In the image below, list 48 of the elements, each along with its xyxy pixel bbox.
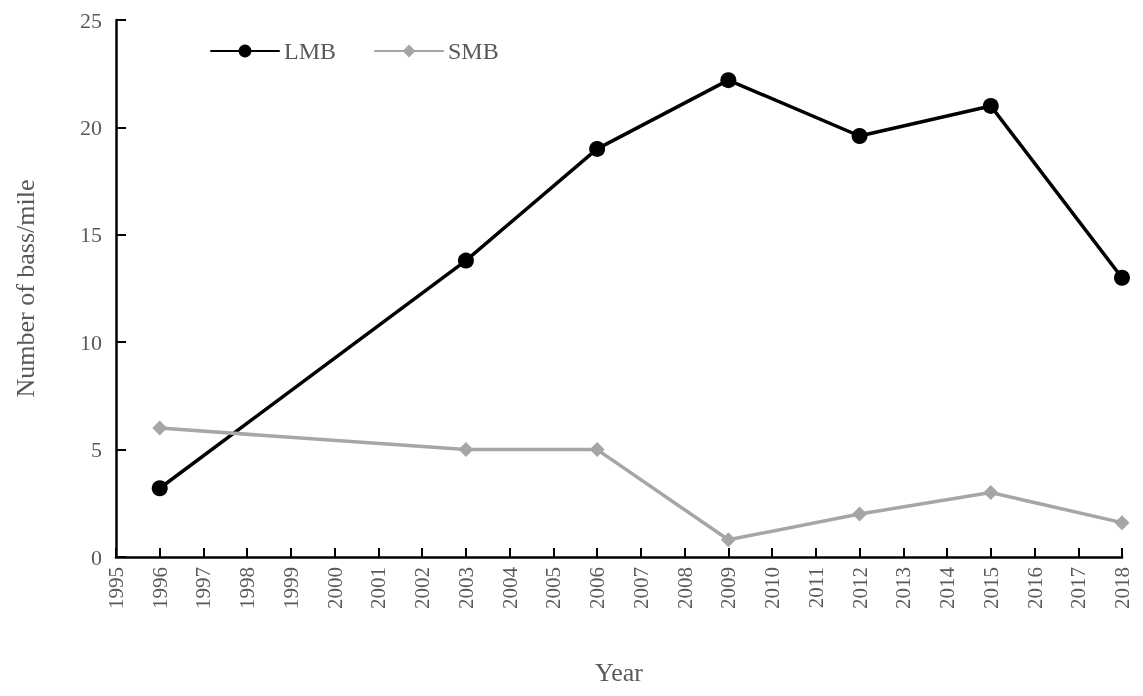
point: [589, 140, 606, 157]
point: [151, 480, 168, 497]
x-tick-label: 2018: [1110, 567, 1134, 609]
y-tick-label: 20: [80, 114, 102, 140]
x-tick-label: 2000: [322, 567, 347, 609]
point: [457, 252, 474, 269]
point: [152, 420, 168, 436]
x-tick-label: 2002: [410, 567, 435, 609]
x-tick-label: 1996: [147, 567, 172, 609]
point: [983, 485, 999, 501]
x-tick-label: 2009: [716, 567, 741, 609]
point: [720, 72, 737, 89]
point: [1114, 269, 1130, 286]
point: [1114, 515, 1130, 531]
y-tick-label: 5: [91, 437, 102, 463]
legend-label: SMB: [448, 38, 499, 64]
x-tick-label: 2007: [628, 567, 653, 609]
x-tick-label: 2010: [760, 567, 785, 609]
x-tick-label: 1998: [235, 567, 260, 609]
x-tick-label: 1999: [278, 567, 303, 609]
point: [982, 97, 999, 114]
point: [458, 442, 474, 458]
x-tick-label: 2005: [541, 567, 566, 609]
point: [852, 506, 868, 522]
x-tick-label: 2017: [1066, 567, 1091, 609]
x-tick-label: 2004: [497, 566, 522, 609]
x-tick-label: 2011: [803, 567, 828, 609]
x-tick-label: 2015: [978, 567, 1003, 609]
y-axis-title: Number of bass/mile: [10, 179, 40, 398]
y-tick-label: 25: [80, 7, 102, 33]
y-tick-label: 0: [91, 544, 102, 570]
x-tick-label: 2016: [1022, 567, 1047, 609]
x-tick-label: 2013: [891, 567, 916, 609]
y-tick-label: 15: [80, 222, 102, 248]
legend-label: LMB: [284, 38, 337, 64]
x-tick-label: 2008: [672, 567, 697, 609]
x-tick-label: 2012: [847, 567, 872, 609]
x-axis-title: Year: [595, 657, 644, 687]
point: [589, 442, 605, 458]
y-tick-label: 10: [80, 329, 102, 355]
point: [851, 128, 868, 144]
x-tick-label: 2003: [453, 567, 478, 609]
point: [720, 532, 736, 548]
x-tick-label: 1995: [104, 567, 128, 609]
x-tick-label: 2001: [366, 567, 391, 609]
x-tick-label: 2014: [935, 566, 960, 609]
x-tick-label: 1997: [191, 567, 216, 609]
x-tick-label: 2006: [585, 567, 610, 609]
